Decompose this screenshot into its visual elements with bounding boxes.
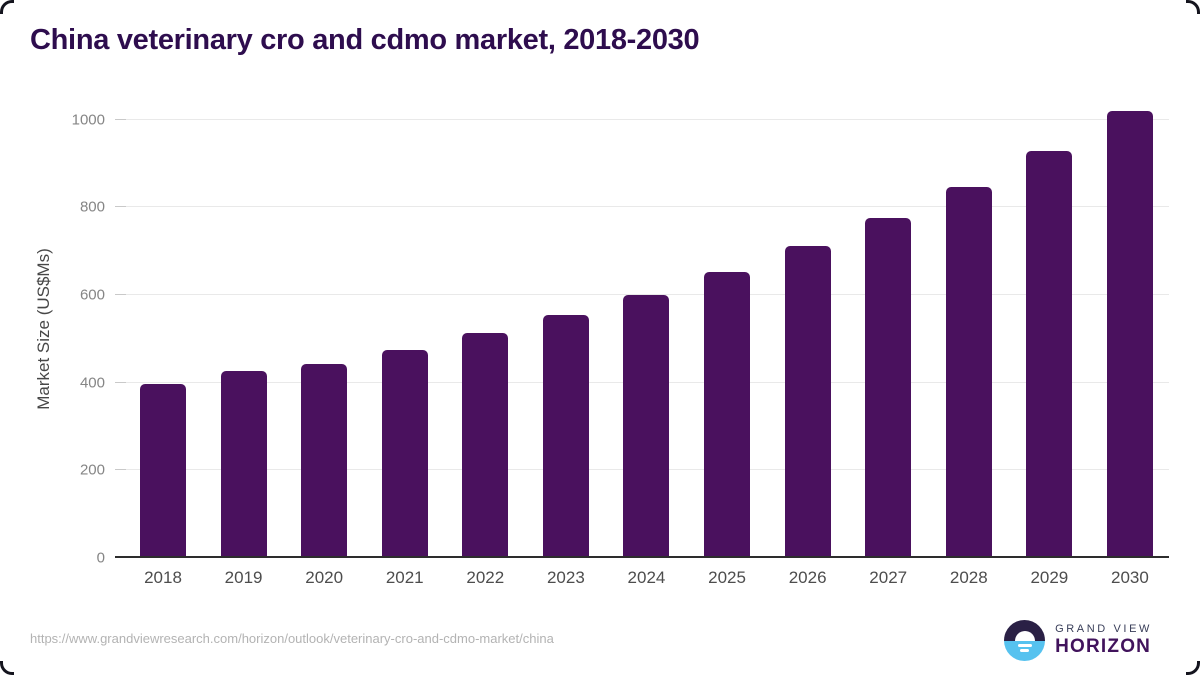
x-tick-label: 2023 — [546, 568, 585, 587]
bar-series — [115, 100, 1169, 556]
corner-border-bottom-left — [0, 661, 14, 675]
bar-2021 — [381, 349, 428, 556]
grand-view-horizon-logo: GRAND VIEW HORIZON — [1004, 620, 1152, 661]
bar-2020 — [301, 364, 348, 556]
gridline-600 — [115, 294, 1169, 296]
x-tick-label: 2025 — [708, 568, 746, 587]
x-tick-label: 2030 — [1111, 568, 1149, 587]
y-tick-mark — [115, 294, 126, 296]
logo-text-grand-view: GRAND VIEW — [1055, 623, 1152, 636]
y-tick-label: 1000 — [71, 111, 105, 129]
x-tick-label: 2019 — [224, 568, 263, 587]
y-tick-mark — [115, 206, 126, 208]
logo-text: GRAND VIEW HORIZON — [1055, 623, 1152, 657]
source-url: https://www.grandviewresearch.com/horizo… — [30, 631, 554, 646]
logo-reflection-stripe — [1017, 643, 1032, 647]
y-tick-mark — [115, 469, 126, 471]
bar-2024 — [623, 294, 670, 556]
corner-border-top-left — [0, 0, 14, 14]
x-tick-label: 2022 — [466, 568, 505, 587]
bar-2028 — [945, 186, 992, 556]
corner-border-top-right — [1186, 0, 1200, 14]
x-tick-label: 2021 — [385, 568, 424, 587]
y-tick-label: 600 — [79, 286, 105, 304]
corner-border-bottom-right — [1186, 661, 1200, 675]
bar-2026 — [784, 246, 831, 556]
y-tick-mark — [115, 381, 126, 383]
y-tick-label: 400 — [79, 374, 105, 392]
y-axis-tick-labels: 0 200 400 600 800 1000 — [0, 100, 105, 566]
bar-2025 — [704, 271, 751, 556]
logo-text-horizon: HORIZON — [1055, 635, 1152, 657]
gridline-800 — [115, 206, 1169, 208]
bar-2022 — [462, 333, 509, 556]
gridline-1000 — [115, 118, 1169, 120]
x-tick-label: 2018 — [144, 568, 182, 587]
bar-2019 — [220, 371, 267, 556]
x-axis-line — [115, 556, 1169, 558]
logo-sky-half — [1004, 620, 1046, 641]
x-axis-tick-labels: 2018 2019 2020 2021 2022 2023 2024 2025 2026 2027… — [115, 568, 1169, 588]
x-tick-label: 2024 — [627, 568, 666, 587]
bar-2018 — [140, 383, 186, 556]
x-tick-label: 2020 — [305, 568, 344, 587]
bar-2029 — [1026, 150, 1073, 556]
bar-2030 — [1106, 111, 1153, 556]
y-tick-label: 200 — [79, 461, 105, 479]
x-tick-label: 2029 — [1030, 568, 1069, 587]
y-tick-label: 0 — [96, 549, 105, 567]
logo-reflection-stripe — [1020, 648, 1030, 652]
bar-2023 — [542, 314, 589, 556]
y-tick-mark — [115, 118, 126, 120]
chart-title: China veterinary cro and cdmo market, 20… — [30, 24, 700, 56]
horizon-sun-icon — [1004, 620, 1046, 661]
bar-2027 — [865, 218, 912, 556]
y-tick-label: 800 — [79, 198, 105, 216]
x-tick-label: 2027 — [869, 568, 908, 587]
plot-area — [115, 100, 1169, 558]
x-tick-label: 2028 — [949, 568, 988, 587]
logo-sun-shape — [1014, 630, 1035, 641]
x-tick-label: 2026 — [788, 568, 827, 587]
